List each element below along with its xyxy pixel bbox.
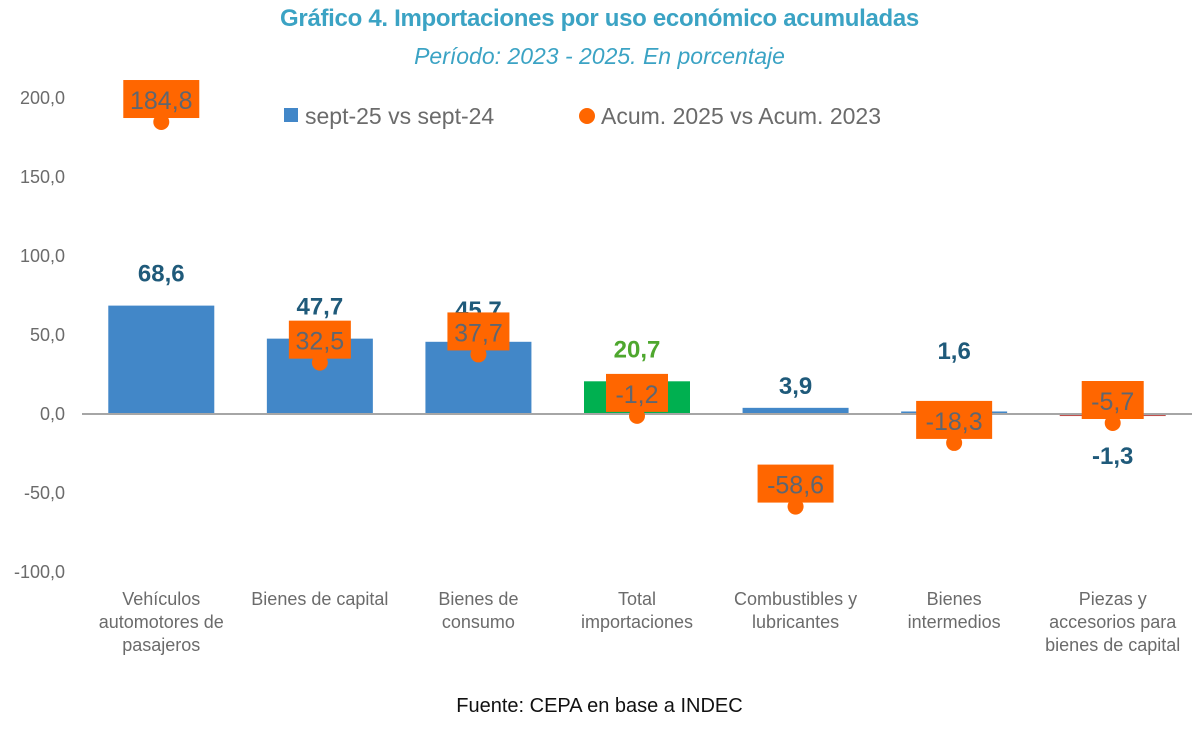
- dot-label-box: [1081, 381, 1144, 420]
- dot-value-label: -1,2: [615, 381, 658, 409]
- y-tick-label: 100,0: [20, 246, 65, 266]
- dot-value-label: 32,5: [296, 328, 345, 356]
- category-label: Bienes de capital: [251, 589, 388, 609]
- dot-label-box: [757, 464, 834, 503]
- dot-label-box: [288, 320, 351, 359]
- chart-title: Gráfico 4. Importaciones por uso económi…: [280, 5, 919, 32]
- dot-label-box: [447, 312, 510, 351]
- category-label: intermedios: [908, 612, 1001, 632]
- legend-bar-swatch: [284, 108, 298, 122]
- category-label: Total: [618, 589, 656, 609]
- category-label: consumo: [442, 612, 515, 632]
- dot-label-box: [606, 373, 668, 412]
- legend-dot-label: Acum. 2025 vs Acum. 2023: [601, 103, 881, 129]
- category-label: Bienes: [927, 589, 982, 609]
- y-tick-label: 50,0: [30, 325, 65, 345]
- bar-value-label: 3,9: [779, 373, 812, 400]
- bar-value-label: 1,6: [937, 338, 970, 365]
- x-axis-categories: Vehículos automotores de pasajeros Bienes d…: [99, 589, 1181, 655]
- dot-label-box: [123, 80, 200, 119]
- legend-dot-swatch: [579, 108, 595, 124]
- y-tick-label: 200,0: [20, 88, 65, 108]
- dot-value-label: 184,8: [130, 87, 193, 115]
- y-tick-label: 0,0: [40, 404, 65, 424]
- category-label: Piezas y: [1079, 589, 1147, 609]
- category-label: Vehículos: [122, 589, 200, 609]
- source-note: Fuente: CEPA en base a INDEC: [456, 695, 743, 717]
- dot-value-label: -5,7: [1091, 388, 1134, 416]
- bar: [108, 305, 215, 414]
- category-label: lubricantes: [752, 612, 839, 632]
- bar-value-label: 68,6: [138, 261, 185, 288]
- category-label: pasajeros: [122, 635, 200, 655]
- category-label: Combustibles y: [734, 589, 857, 609]
- y-tick-label: 150,0: [20, 167, 65, 187]
- bar-value-label: 20,7: [614, 336, 661, 363]
- legend-bar-label: sept-25 vs sept-24: [305, 103, 494, 129]
- chart-subtitle: Período: 2023 - 2025. En porcentaje: [414, 43, 785, 69]
- category-label: bienes de capital: [1045, 635, 1180, 655]
- dot-value-label: 37,7: [454, 319, 503, 347]
- bar: [742, 407, 849, 414]
- category-label: automotores de: [99, 612, 224, 632]
- dot-value-label: -58,6: [767, 472, 824, 500]
- category-label: Bienes de: [438, 589, 518, 609]
- dot-value-label: -18,3: [926, 408, 983, 436]
- y-axis: 200,0 150,0 100,0 50,0 0,0 -50,0 -100,0: [14, 88, 65, 582]
- legend: sept-25 vs sept-24 Acum. 2025 vs Acum. 2…: [284, 103, 881, 129]
- y-tick-label: -50,0: [24, 483, 65, 503]
- bar-value-label: 47,7: [296, 294, 343, 321]
- dot-label-box: [916, 400, 993, 439]
- category-label: importaciones: [581, 612, 693, 632]
- category-label: accesorios para: [1049, 612, 1177, 632]
- bar-value-label: -1,3: [1092, 443, 1133, 470]
- y-tick-label: -100,0: [14, 562, 65, 582]
